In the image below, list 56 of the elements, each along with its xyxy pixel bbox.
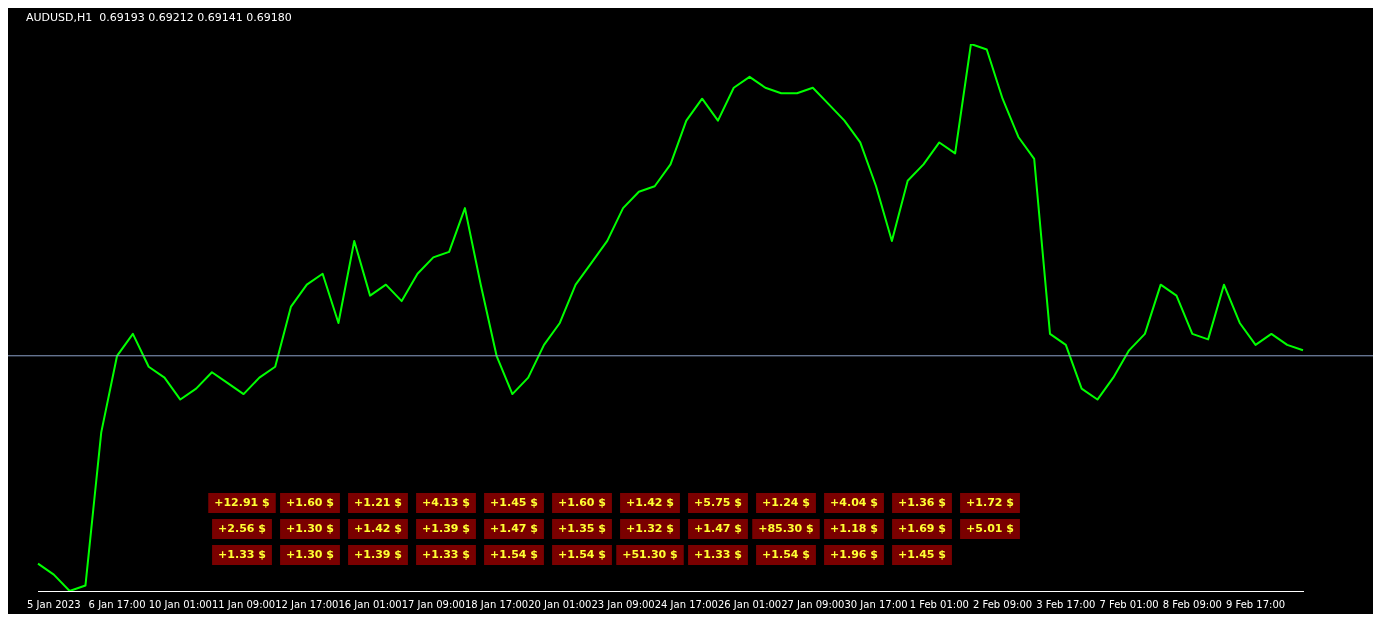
- x-tick-label: 18 Jan 17:00: [464, 598, 529, 610]
- annotation: +1.72 $: [966, 495, 1014, 509]
- annotation: +1.32 $: [626, 521, 674, 535]
- x-tick-label: 1 Feb 01:00: [909, 598, 969, 610]
- x-tick-label: 10 Jan 01:00: [148, 598, 212, 610]
- x-tick-label: 9 Feb 17:00: [1225, 598, 1286, 610]
- annotation: +1.21 $: [354, 495, 402, 509]
- x-tick-label: 26 Jan 01:00: [717, 598, 782, 610]
- annotation: +2.56 $: [218, 521, 266, 535]
- annotation: +4.13 $: [422, 495, 470, 509]
- annotation: +1.54 $: [558, 547, 606, 561]
- annotation: +1.42 $: [626, 495, 674, 509]
- annotation: +85.30 $: [758, 521, 814, 535]
- x-tick-label: 8 Feb 09:00: [1162, 598, 1222, 610]
- annotation: +1.30 $: [286, 547, 334, 561]
- annotation: +1.96 $: [830, 547, 878, 561]
- x-tick-label: 17 Jan 09:00: [401, 598, 465, 610]
- annotation: +1.42 $: [354, 521, 402, 535]
- chart-title: AUDUSD,H1 0.69193 0.69212 0.69141 0.69180: [26, 10, 292, 24]
- annotation: +12.91 $: [214, 495, 270, 509]
- annotation: +1.39 $: [422, 521, 470, 535]
- annotation: +1.45 $: [490, 495, 538, 509]
- x-tick-label: 24 Jan 17:00: [654, 598, 718, 610]
- annotation: +5.01 $: [966, 521, 1014, 535]
- annotation: +1.33 $: [218, 547, 266, 561]
- x-tick-label: 20 Jan 01:00: [528, 598, 592, 610]
- annotation: +1.18 $: [830, 521, 878, 535]
- x-tick-label: 11 Jan 09:00: [211, 598, 276, 610]
- annotation: +1.24 $: [762, 495, 810, 509]
- annotation: +51.30 $: [622, 547, 678, 561]
- annotation: +1.30 $: [286, 521, 334, 535]
- annotation: +1.54 $: [762, 547, 810, 561]
- annotation: +1.54 $: [490, 547, 538, 561]
- annotation: +1.35 $: [558, 521, 606, 535]
- annotation: +1.47 $: [694, 521, 742, 535]
- annotation: +1.33 $: [694, 547, 742, 561]
- x-tick-label: 23 Jan 09:00: [591, 598, 655, 610]
- annotation: +1.39 $: [354, 547, 402, 561]
- x-tick-label: 12 Jan 17:00: [275, 598, 339, 610]
- annotation: +1.60 $: [286, 495, 334, 509]
- x-tick-label: 3 Feb 17:00: [1036, 598, 1096, 610]
- annotation: +1.33 $: [422, 547, 470, 561]
- annotation: +5.75 $: [694, 495, 742, 509]
- x-tick-label: 30 Jan 17:00: [844, 598, 908, 610]
- annotation: +4.04 $: [830, 495, 878, 509]
- x-tick-label: 27 Jan 09:00: [781, 598, 845, 610]
- x-tick-label: 5 Jan 2023: [27, 598, 81, 610]
- annotation: +1.60 $: [558, 495, 606, 509]
- annotation: +1.47 $: [490, 521, 538, 535]
- annotation: +1.36 $: [898, 495, 946, 509]
- x-tick-label: 7 Feb 01:00: [1099, 598, 1159, 610]
- x-tick-label: 6 Jan 17:00: [88, 598, 146, 610]
- x-tick-label: 16 Jan 01:00: [338, 598, 402, 610]
- annotation: +1.69 $: [898, 521, 946, 535]
- annotation: +1.45 $: [898, 547, 946, 561]
- x-tick-label: 2 Feb 09:00: [972, 598, 1033, 610]
